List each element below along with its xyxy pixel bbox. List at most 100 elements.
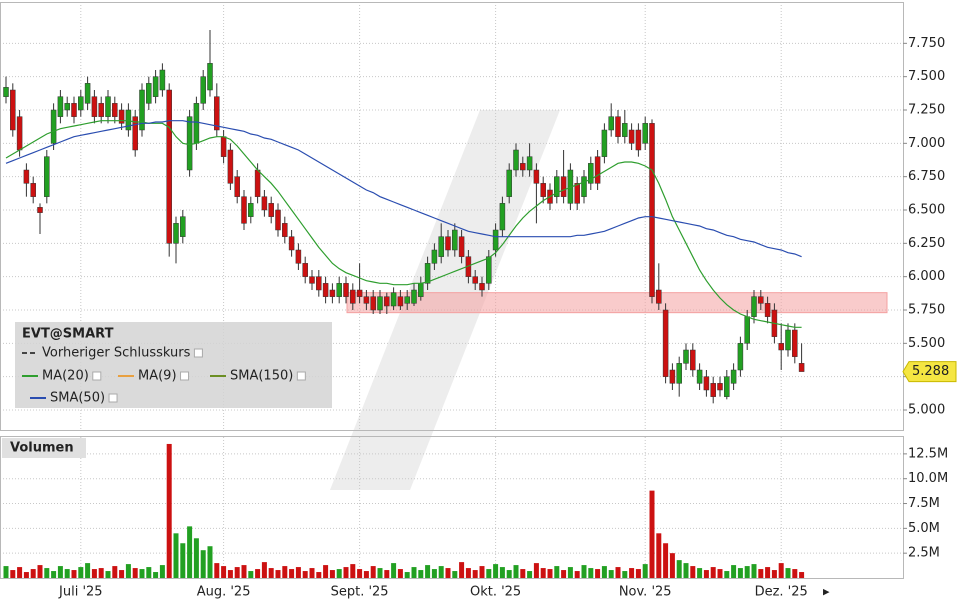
candle-body	[241, 196, 247, 224]
volume-bar	[595, 569, 601, 578]
candle-body	[336, 283, 342, 297]
candle-body	[3, 87, 9, 97]
candle-body	[207, 63, 213, 91]
legend-label: MA(9)	[138, 369, 177, 384]
volume-bar	[323, 565, 329, 578]
candle-body	[152, 76, 159, 97]
candle-body	[343, 283, 349, 297]
volume-bar	[751, 564, 757, 578]
candle-body	[91, 96, 98, 117]
indicator-line	[5, 120, 802, 258]
candle-body	[690, 349, 696, 371]
volume-bar	[241, 565, 247, 578]
volume-bar	[37, 565, 43, 578]
candle-body	[452, 229, 458, 251]
candle-body	[499, 203, 506, 231]
volume-bar	[370, 566, 376, 578]
candle-body	[656, 289, 662, 304]
volume-bar	[533, 563, 539, 578]
candle-body	[520, 163, 526, 171]
candle-body	[411, 289, 417, 304]
volume-bar	[438, 566, 444, 578]
candle-body	[431, 249, 438, 264]
candle-body	[112, 103, 118, 117]
candle-body	[384, 296, 390, 307]
legend-toggle[interactable]	[108, 393, 118, 403]
candle-body	[588, 163, 594, 184]
volume-bar	[479, 566, 485, 578]
volume-bar	[51, 571, 57, 578]
candle-body	[540, 183, 546, 197]
legend-label: Vorheriger Schlusskurs	[42, 346, 191, 361]
candle-body	[642, 123, 648, 144]
volume-bar	[64, 569, 70, 578]
volume-bar	[302, 571, 308, 578]
y2-tick-label: 10.0M	[908, 471, 948, 486]
volume-bar	[384, 570, 390, 578]
volume-bar	[411, 567, 417, 578]
candle-body	[248, 203, 254, 217]
volume-bar	[486, 569, 492, 578]
candle-body	[472, 276, 478, 284]
volume-bar	[683, 563, 689, 578]
highlight-band	[346, 292, 888, 314]
candle-body	[404, 296, 410, 304]
volume-bar	[452, 571, 458, 578]
volume-bar	[3, 566, 9, 578]
volume-bar	[663, 543, 669, 578]
scroll-arrow[interactable]: ▸	[823, 585, 830, 600]
volume-bar	[112, 566, 118, 578]
legend-label: SMA(150)	[230, 369, 293, 384]
legend: Vorheriger Schlusskurs MA(20) MA(9) SMA(150…	[22, 346, 306, 406]
y-tick-label: 6.000	[908, 269, 945, 284]
candle-body	[146, 83, 152, 104]
volume-bar	[200, 550, 206, 578]
candle-body	[622, 123, 628, 137]
volume-bar	[159, 565, 165, 578]
volume-bar	[275, 570, 281, 578]
volume-bar	[30, 569, 36, 578]
volume-bar	[513, 565, 519, 578]
volume-bar	[289, 569, 295, 578]
volume-bar	[765, 567, 771, 578]
candle-body	[635, 129, 642, 151]
candle-body	[486, 256, 492, 284]
volume-bar	[547, 569, 553, 578]
volume-bar	[363, 571, 369, 578]
candle-body	[309, 276, 315, 284]
candle-body	[132, 116, 138, 151]
candle-body	[703, 376, 710, 391]
volume-bar	[391, 563, 397, 578]
legend-toggle[interactable]	[296, 371, 306, 381]
candle-body	[370, 296, 376, 311]
volume-bar	[397, 569, 403, 578]
indicator-line	[5, 120, 802, 328]
candle-body	[397, 296, 404, 307]
volume-bar	[336, 569, 342, 578]
volume-bar	[17, 567, 23, 578]
candle-body	[159, 69, 166, 91]
candle-body	[84, 83, 91, 104]
candle-body	[261, 196, 268, 211]
volume-bar	[139, 569, 145, 578]
y-tick-label: 7.000	[908, 136, 945, 151]
candle-body	[10, 89, 16, 131]
volume-bar	[710, 567, 716, 578]
volume-bar	[98, 568, 104, 578]
candle-body	[526, 156, 533, 171]
volume-bar	[357, 569, 363, 578]
volume-bar	[329, 570, 335, 578]
candle-body	[350, 289, 356, 304]
volume-bar	[166, 443, 172, 578]
candle-body	[254, 169, 261, 197]
legend-toggle[interactable]	[193, 348, 203, 358]
volume-bar	[724, 571, 730, 578]
volume-bar	[703, 570, 709, 578]
volume-bar	[629, 568, 635, 578]
volume-bar	[581, 565, 587, 578]
volume-bar	[493, 564, 499, 578]
legend-toggle[interactable]	[180, 371, 190, 381]
volume-bar	[248, 571, 254, 578]
legend-toggle[interactable]	[92, 371, 102, 381]
